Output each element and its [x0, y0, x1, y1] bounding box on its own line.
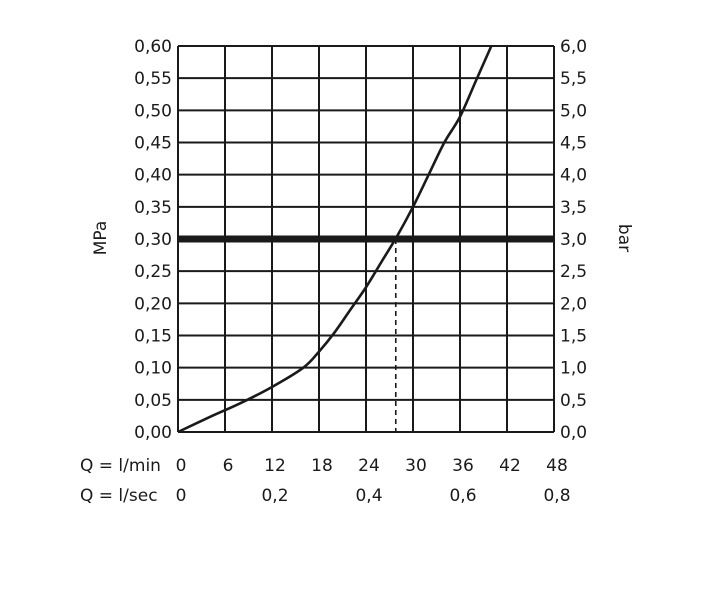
right-tick-label: 2,5: [560, 262, 587, 282]
left-tick-label: 0,40: [134, 166, 172, 186]
left-tick-label: 0,25: [134, 262, 172, 282]
right-tick-label: 1,0: [560, 359, 587, 379]
right-axis-ticks: 0,0 0,5 1,0 1,5 2,0 2,5 3,0 3,5 4,0 4,5 5,0 5,5 6,0: [560, 37, 587, 443]
right-tick-label: 4,5: [560, 134, 587, 154]
left-tick-label: 0,35: [134, 198, 172, 218]
x-lmin-tick-label: 0: [176, 456, 187, 476]
left-axis-label: MPa: [91, 221, 111, 256]
right-tick-label: 0,5: [560, 391, 587, 411]
x-axis-lsec-ticks: 0 0,2 0,4 0,6 0,8: [176, 486, 571, 506]
left-tick-label: 0,00: [134, 423, 172, 443]
x-lsec-tick-label: 0,2: [261, 486, 288, 506]
reference-markers: [178, 235, 554, 432]
left-tick-label: 0,60: [134, 37, 172, 57]
right-tick-label: 5,5: [560, 69, 587, 89]
right-tick-label: 2,0: [560, 294, 587, 314]
x-axis-lmin-ticks: 0 6 12 18 24 30 36 42 48: [176, 456, 568, 476]
left-tick-label: 0,55: [134, 69, 172, 89]
x-lmin-tick-label: 18: [311, 456, 333, 476]
right-tick-label: 3,5: [560, 198, 587, 218]
x-axis-lsec-label: Q = l/sec: [80, 486, 158, 506]
curve-layer: [177, 45, 493, 434]
left-tick-label: 0,10: [134, 359, 172, 379]
left-tick-label: 0,30: [134, 230, 172, 250]
x-lsec-tick-label: 0,6: [449, 486, 476, 506]
left-tick-label: 0,45: [134, 134, 172, 154]
x-lmin-tick-label: 30: [405, 456, 427, 476]
left-tick-label: 0,15: [134, 327, 172, 347]
x-lmin-tick-label: 6: [223, 456, 234, 476]
right-tick-label: 5,0: [560, 101, 587, 121]
x-lsec-tick-label: 0,8: [543, 486, 570, 506]
left-tick-label: 0,05: [134, 391, 172, 411]
x-lsec-tick-label: 0,4: [355, 486, 382, 506]
x-lsec-tick-label: 0: [176, 486, 187, 506]
right-tick-label: 6,0: [560, 37, 587, 57]
right-axis-label: bar: [614, 224, 634, 252]
x-lmin-tick-label: 24: [358, 456, 380, 476]
x-axis-lmin-label: Q = l/min: [80, 456, 161, 476]
x-lmin-tick-label: 12: [264, 456, 286, 476]
right-tick-label: 0,0: [560, 423, 587, 443]
x-lmin-tick-label: 42: [499, 456, 521, 476]
left-tick-label: 0,50: [134, 101, 172, 121]
pressure-flow-curve: [177, 45, 493, 434]
right-tick-label: 3,0: [560, 230, 587, 250]
x-lmin-tick-label: 36: [452, 456, 474, 476]
left-axis-ticks: 0,00 0,05 0,10 0,15 0,20 0,25 0,30 0,35 0,40 0,45…: [134, 37, 172, 443]
x-lmin-tick-label: 48: [546, 456, 568, 476]
left-tick-label: 0,20: [134, 294, 172, 314]
right-tick-label: 1,5: [560, 327, 587, 347]
right-tick-label: 4,0: [560, 166, 587, 186]
